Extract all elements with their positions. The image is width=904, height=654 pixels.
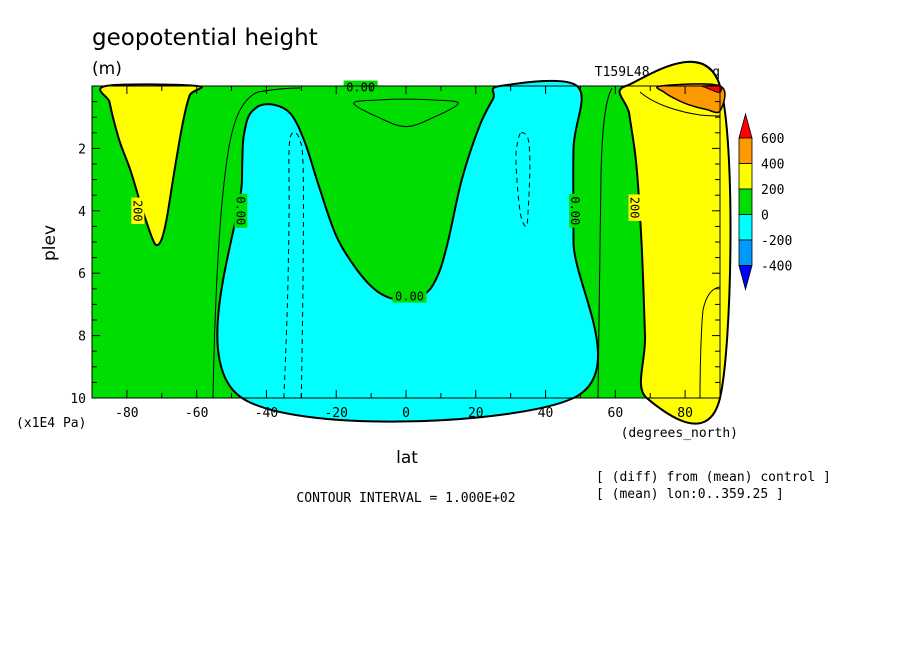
colorbar-swatch (738, 214, 753, 241)
y-axis-ticks: 2 4 6 8 10 (70, 101, 720, 407)
x-tick-label: -40 (255, 406, 278, 421)
y-axis-units: (x1E4 Pa) (16, 416, 86, 431)
contour-label-text: 200 (628, 197, 642, 219)
colorbar-label: -200 (761, 234, 792, 249)
colorbar-swatch-top (738, 112, 753, 139)
contour-label-bg (234, 193, 248, 228)
colorbar-label: 0 (761, 209, 769, 224)
x-tick-label: 80 (677, 406, 693, 421)
contour-100-bubble (353, 98, 459, 128)
contour-100-left (212, 87, 301, 399)
y-tick-label: 8 (78, 330, 86, 345)
colorbar-swatch (738, 239, 753, 266)
contour-label-text: 0.00 (346, 81, 375, 95)
chart-units: (m) (92, 59, 122, 79)
colorbar-label: -400 (761, 260, 792, 275)
x-tick-label: 20 (468, 406, 484, 421)
contour-interval: CONTOUR INTERVAL = 1.000E+02 (296, 491, 515, 506)
contour-label-2: 0.00 (233, 193, 248, 228)
region-yellow-left (99, 83, 203, 247)
y-tick-label: 10 (70, 392, 86, 407)
contour-300-right (639, 91, 721, 117)
contour-label-0: 0.00 (343, 80, 378, 95)
colorbar-swatch-bottom (738, 265, 753, 292)
contour-label-bg (392, 289, 427, 303)
x-axis-units: (degrees_north) (621, 426, 738, 441)
x-tick-label: -80 (115, 406, 138, 421)
contour-label-1: 200 (130, 197, 145, 225)
contour-label-text: 200 (130, 200, 144, 222)
x-tick-label: 40 (538, 406, 554, 421)
contour-100-right (597, 87, 613, 399)
y-tick-label: 2 (78, 142, 86, 157)
contour-label-bg (343, 80, 378, 94)
contour-label-text: 0.00 (395, 290, 424, 304)
contour-label-text: 0.00 (233, 196, 247, 225)
contour-label-bg (628, 194, 642, 221)
colorbar-label: 600 (761, 132, 784, 147)
contour-label-3: 0.00 (392, 289, 427, 304)
note-diff: [ (diff) from (mean) control ] (596, 470, 831, 485)
colorbar-swatch (738, 188, 753, 215)
contour-label-bg (569, 193, 583, 228)
x-tick-label: 60 (608, 406, 624, 421)
contour-neg100-left (283, 131, 304, 399)
y-tick-label: 4 (78, 205, 86, 220)
contour-label-5: 200 (628, 194, 642, 221)
x-axis-ticks: -80 -60 -40 -20 0 20 40 60 80 (91, 86, 721, 421)
contour-label-text: 0.00 (568, 196, 582, 225)
x-tick-label: 0 (402, 406, 410, 421)
chart-title: geopotential height (92, 25, 318, 51)
y-tick-label: 6 (78, 267, 86, 282)
contour-labels: 0.00 200 0.00 0.00 0.00 200 (130, 80, 642, 304)
contour-300-right-lower (699, 286, 721, 399)
colorbar-swatch (738, 137, 753, 164)
x-tick-label: -20 (324, 406, 347, 421)
note-mean: [ (mean) lon:0..359.25 ] (596, 487, 784, 502)
contour-neg100-right (515, 132, 531, 228)
x-axis-label: lat (396, 448, 418, 468)
colorbar-label: 200 (761, 183, 784, 198)
colorbar-label: 400 (761, 158, 784, 173)
y-axis-label: plev (40, 225, 60, 261)
x-tick-label: -60 (185, 406, 208, 421)
colorbar-swatch (738, 163, 753, 190)
colorbar: 600 400 200 0 -200 -400 (738, 112, 792, 292)
contour-label-bg (131, 197, 145, 225)
contour-label-4: 0.00 (568, 193, 583, 228)
